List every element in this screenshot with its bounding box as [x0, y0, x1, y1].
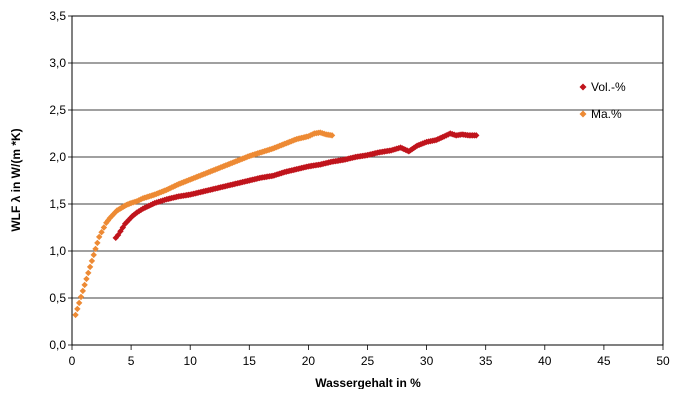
legend-label: Vol.-%: [591, 80, 626, 94]
x-tick-label: 10: [184, 354, 198, 368]
data-point: [98, 229, 105, 236]
y-tick-label: 0,0: [49, 338, 66, 352]
legend-marker: [579, 110, 587, 118]
data-point: [85, 269, 92, 277]
data-point: [92, 245, 99, 253]
series-ma-percent: [72, 129, 336, 319]
y-axis-title: WLF λ in W/(m *K): [9, 128, 23, 231]
legend-item: Ma.%: [579, 107, 622, 121]
y-tick-label: 3,0: [49, 56, 66, 70]
y-tick-label: 2,5: [49, 103, 66, 117]
data-series: [72, 129, 480, 319]
data-point: [72, 311, 79, 319]
x-axis-title: Wassergehalt in %: [315, 376, 421, 389]
data-point: [110, 211, 117, 218]
data-point: [74, 305, 81, 313]
legend-label: Ma.%: [591, 107, 622, 121]
x-tick-label: 50: [656, 354, 670, 368]
tick-labels: 0,0 0,5 1,0 1,5 2,0 2,5 3,0 3,5 0 5 10 15 20 25 30 35 40…: [49, 9, 670, 368]
data-point: [112, 234, 119, 242]
legend-marker: [579, 83, 587, 91]
y-tick-label: 0,5: [49, 291, 66, 305]
x-tick-label: 15: [243, 354, 257, 368]
data-point: [106, 214, 114, 222]
axes: [68, 15, 664, 350]
x-tick-label: 25: [361, 354, 375, 368]
data-point: [86, 263, 94, 271]
data-point: [473, 132, 480, 139]
legend-item: Vol.-%: [579, 80, 626, 94]
x-tick-label: 30: [420, 354, 434, 368]
x-tick-label: 40: [538, 354, 552, 368]
data-point: [79, 287, 87, 295]
x-tick-label: 20: [302, 354, 316, 368]
y-tick-label: 1,0: [49, 244, 66, 258]
x-tick-label: 5: [128, 354, 135, 368]
data-point: [75, 299, 83, 307]
data-point: [100, 224, 108, 231]
data-point: [95, 233, 103, 241]
y-tick-label: 2,0: [49, 150, 66, 164]
y-tick-label: 1,5: [49, 197, 66, 211]
data-point: [77, 293, 85, 301]
data-point: [90, 251, 97, 259]
data-point: [88, 257, 96, 265]
data-point: [328, 132, 336, 139]
x-tick-label: 45: [597, 354, 611, 368]
legend: Vol.-% Ma.%: [579, 80, 626, 121]
plot-area-border: [71, 15, 664, 346]
data-point: [83, 275, 90, 283]
data-point: [119, 224, 127, 231]
data-point: [108, 213, 115, 220]
data-point: [94, 239, 101, 247]
data-point: [81, 281, 88, 289]
y-tick-label: 3,5: [49, 9, 66, 23]
grid-lines: [72, 15, 663, 346]
series-vol-percent: [112, 130, 480, 242]
x-tick-label: 35: [479, 354, 493, 368]
x-tick-label: 0: [69, 354, 76, 368]
data-point: [111, 209, 119, 216]
